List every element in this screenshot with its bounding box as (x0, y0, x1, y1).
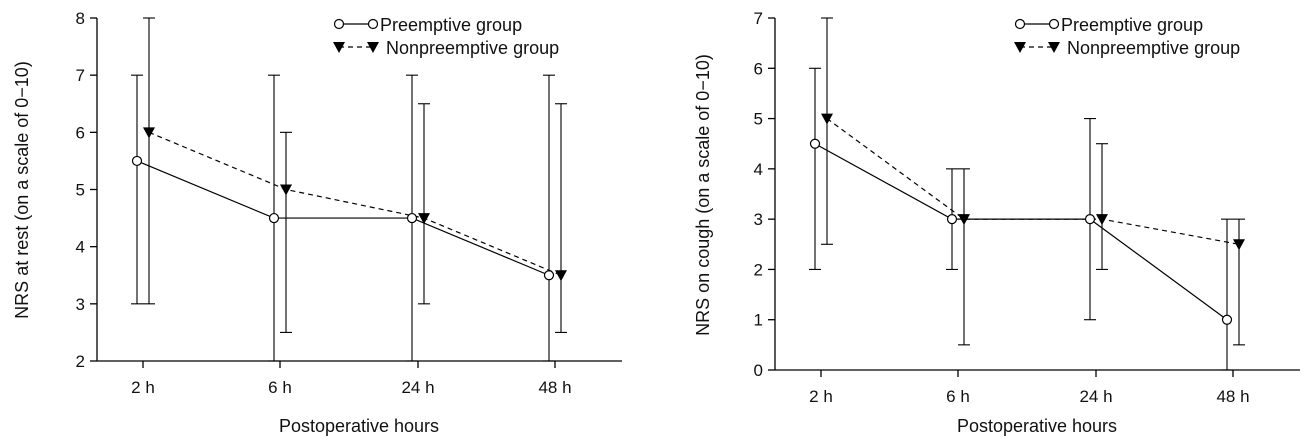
point-nonpreemptive (1096, 214, 1108, 226)
y-tick-label: 0 (754, 361, 763, 380)
chart-rest: 2 3 4 5 6 7 8 2 h 6 h 24 h 48 h NRS at rest (on a… (12, 9, 622, 436)
point-nonpreemptive (958, 214, 970, 226)
point-preemptive (268, 212, 280, 224)
y-tick-label: 6 (76, 123, 85, 142)
y-tick-label: 6 (754, 59, 763, 78)
legend: Preemptive group Nonpreemptive group (1014, 15, 1240, 58)
legend-marker-nonpreemptive (1014, 42, 1026, 53)
point-preemptive (946, 214, 958, 225)
series-line-preemptive (814, 143, 1228, 321)
x-axis-label: Postoperative hours (279, 416, 439, 436)
y-tick-label: 5 (754, 110, 763, 129)
x-tick-label: 48 h (1216, 387, 1249, 406)
x-tick-label: 24 h (401, 378, 434, 397)
x-tick-label: 24 h (1079, 387, 1112, 406)
point-nonpreemptive (821, 113, 833, 125)
x-axis-label: Postoperative hours (957, 416, 1117, 436)
y-axis-label: NRS at rest (on a scale of 0−10) (12, 61, 32, 319)
series-line-nonpreemptive (826, 118, 1240, 245)
legend-marker-nonpreemptive (1048, 42, 1060, 53)
y-tick-label: 5 (76, 181, 85, 200)
y-tick-label: 7 (76, 66, 85, 85)
y-tick-label: 4 (76, 238, 85, 257)
x-tick-label: 2 h (809, 387, 833, 406)
y-tick-label: 4 (754, 160, 763, 179)
x-tick-label: 6 h (268, 378, 292, 397)
point-nonpreemptive (280, 184, 292, 196)
y-tick-label: 2 (754, 260, 763, 279)
legend-label-preemptive: Preemptive group (380, 15, 522, 35)
x-tick-label: 2 h (131, 378, 155, 397)
series-line-preemptive (136, 160, 550, 276)
point-preemptive (406, 212, 418, 224)
legend-marker-preemptive (1014, 18, 1026, 30)
legend-label-nonpreemptive: Nonpreemptive group (386, 38, 559, 58)
legend-marker-nonpreemptive (333, 42, 345, 53)
legend-label-nonpreemptive: Nonpreemptive group (1067, 38, 1240, 58)
point-nonpreemptive (418, 213, 430, 225)
point-preemptive (543, 270, 555, 281)
point-nonpreemptive (143, 127, 155, 139)
y-axis-label: NRS on cough (on a scale of 0−10) (693, 54, 713, 336)
x-tick-label: 6 h (946, 387, 970, 406)
chart-cough: 0 1 2 3 4 5 6 7 2 h 6 h 24 h 48 h NRS on cough (on… (693, 9, 1300, 436)
legend-marker-preemptive (367, 18, 379, 30)
legend-marker-nonpreemptive (367, 42, 379, 53)
series-line-nonpreemptive (148, 131, 562, 276)
y-tick-label: 1 (754, 311, 763, 330)
legend-marker-preemptive (333, 18, 345, 30)
point-preemptive (809, 138, 821, 149)
y-tick-label: 3 (76, 295, 85, 314)
y-tick-label: 8 (76, 9, 85, 28)
y-tick-label: 2 (76, 352, 85, 371)
x-tick-label: 48 h (538, 378, 571, 397)
point-preemptive (1084, 214, 1096, 225)
point-preemptive (131, 155, 143, 167)
point-nonpreemptive (555, 270, 567, 282)
legend: Preemptive group Nonpreemptive group (333, 15, 559, 58)
point-preemptive (1221, 314, 1233, 325)
point-nonpreemptive (1233, 239, 1245, 251)
y-tick-label: 3 (754, 210, 763, 229)
legend-marker-preemptive (1048, 18, 1060, 30)
legend-label-preemptive: Preemptive group (1061, 15, 1203, 35)
y-tick-label: 7 (754, 9, 763, 28)
